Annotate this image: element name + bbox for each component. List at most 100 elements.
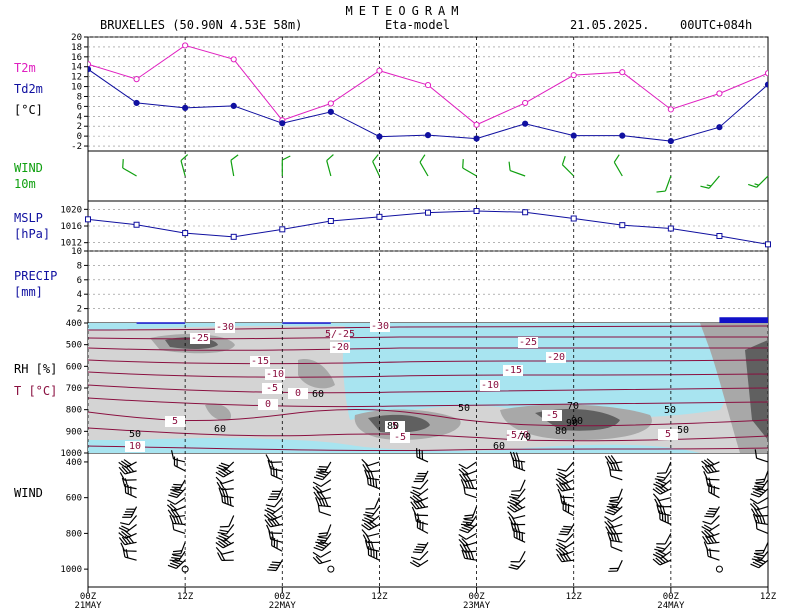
- barb-feather: [417, 543, 427, 546]
- barb-feather: [611, 504, 621, 510]
- profile-barb: [708, 483, 720, 499]
- barb-feather: [123, 513, 133, 516]
- barb-staff: [322, 470, 332, 481]
- profile-barb: [217, 552, 234, 562]
- barb-feather: [703, 459, 712, 467]
- profile-barb: [312, 550, 332, 558]
- barb-feather: [271, 561, 281, 564]
- barb-feather: [122, 548, 126, 558]
- mslp-series: [85, 208, 771, 248]
- barb-feather: [365, 508, 375, 510]
- barb-feather: [169, 559, 179, 562]
- barb-feather: [509, 504, 518, 512]
- barb-feather: [413, 500, 420, 509]
- barb-feather: [315, 474, 325, 479]
- profile-barb: [215, 476, 234, 485]
- temp-ytick-label: 10: [71, 83, 82, 93]
- temp-contour-label-bg: [258, 399, 278, 410]
- barb-feather: [462, 473, 469, 482]
- barb-feather: [608, 526, 614, 535]
- barb-feather: [510, 561, 520, 563]
- td2m-point: [376, 133, 383, 140]
- x-tick-label: 12Z: [177, 592, 194, 602]
- barb-feather: [375, 478, 378, 488]
- barb-feather: [172, 550, 182, 553]
- profile-barb: [460, 479, 477, 490]
- barb-feather: [659, 510, 661, 520]
- barb-staff: [422, 470, 429, 482]
- barb-feather: [270, 460, 275, 470]
- profile-barb: [363, 506, 380, 517]
- barb-feather: [609, 499, 619, 502]
- profile-barb: [702, 534, 720, 545]
- barb-feather: [173, 483, 183, 486]
- barb-feather: [511, 516, 517, 525]
- barb-feather: [463, 517, 473, 520]
- profile-barb: [410, 499, 429, 510]
- barb-feather: [270, 518, 277, 526]
- barb-feather: [124, 483, 127, 493]
- rh-contour-label: 90: [571, 416, 583, 427]
- profile-barb: [268, 530, 283, 543]
- profile-barb: [609, 488, 623, 502]
- barb-feather: [756, 507, 763, 517]
- barb-feather: [219, 529, 229, 533]
- t2m-point: [716, 90, 723, 97]
- barb-feather: [755, 553, 765, 557]
- barb-feather: [172, 560, 181, 565]
- barb-feather: [318, 497, 323, 507]
- mslp-point: [619, 222, 626, 229]
- temp-contour-label-bg: [542, 410, 562, 421]
- barb-feather: [466, 479, 472, 489]
- barb-feather: [561, 156, 566, 165]
- barb-feather: [367, 540, 372, 550]
- barb-feather: [509, 496, 519, 499]
- barb-feather: [271, 536, 273, 546]
- barb-feather: [611, 525, 617, 535]
- profile-barb: [118, 464, 137, 475]
- barb-feather: [276, 539, 278, 549]
- barb-feather: [652, 558, 661, 566]
- x-tick-label: 12Z: [371, 592, 388, 602]
- barb-feather: [315, 541, 325, 544]
- t-label: T [°C]: [14, 384, 57, 398]
- temp-unit-label: [°C]: [14, 103, 43, 117]
- profile-ytick-label: 1000: [60, 565, 82, 575]
- x-tick-label: 00Z: [663, 592, 680, 602]
- barb-feather: [755, 514, 760, 524]
- barb-staff: [180, 542, 186, 554]
- barb-feather: [319, 490, 326, 499]
- profile-barb: [750, 487, 769, 498]
- barb-feather: [364, 517, 373, 522]
- barb-feather: [467, 550, 472, 560]
- precip-ytick-label: 10: [71, 247, 82, 257]
- barb-feather: [710, 484, 713, 494]
- barb-staff: [465, 532, 477, 540]
- barb-feather: [559, 553, 566, 562]
- profile-barb: [555, 476, 574, 486]
- barb-feather: [706, 528, 715, 536]
- t2m-point: [619, 69, 626, 76]
- profile-barb: [750, 557, 769, 569]
- profile-barb: [118, 529, 137, 539]
- barb-feather: [513, 528, 515, 538]
- mslp-ytick-label: 1012: [60, 239, 82, 249]
- cross-ytick-label: 900: [66, 427, 82, 437]
- temp-contour-label: -20: [331, 342, 349, 353]
- profile-barb: [409, 559, 429, 568]
- wind10m-barb: [326, 154, 334, 177]
- profile-barb: [463, 506, 478, 520]
- temp-contour-label: -30: [216, 322, 234, 333]
- barb-staff: [509, 169, 526, 177]
- barb-feather: [459, 528, 469, 534]
- barb-feather: [510, 493, 520, 497]
- td2m-label: Td2m: [14, 82, 43, 96]
- barb-feather: [458, 468, 466, 476]
- barb-feather: [506, 506, 515, 513]
- panel-frames: [87, 36, 769, 588]
- barb-feather: [754, 481, 764, 484]
- profile-barb: [118, 535, 137, 546]
- barb-feather: [609, 500, 620, 504]
- barb-feather: [518, 459, 521, 469]
- barb-feather: [362, 463, 368, 473]
